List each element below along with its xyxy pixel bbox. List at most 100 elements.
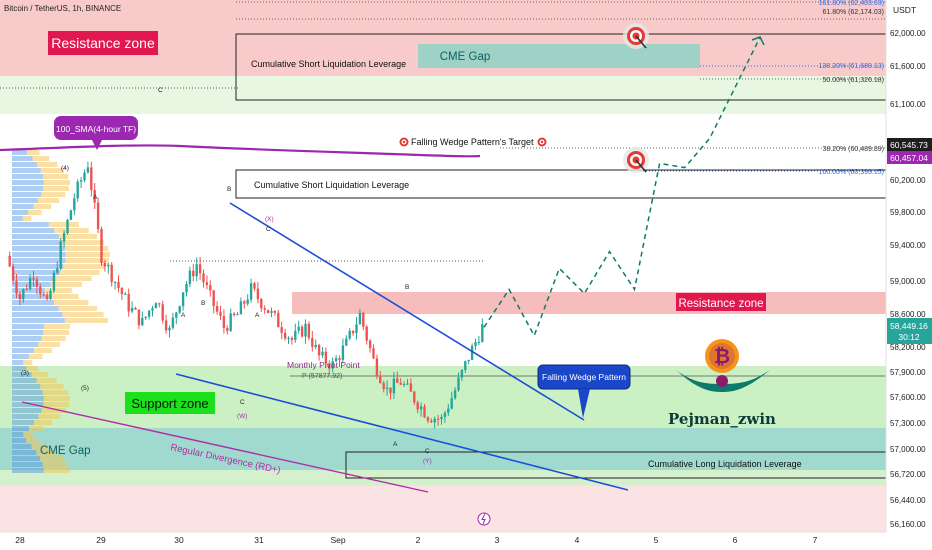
candle-body: [450, 398, 453, 409]
volume-bar-blue: [12, 444, 32, 449]
candle-body: [249, 283, 253, 300]
candle-body: [15, 280, 18, 294]
candle-body: [481, 324, 484, 342]
candle-body: [263, 308, 266, 310]
volume-bar-blue: [12, 240, 63, 245]
wedge-upper-line: [229, 202, 585, 421]
candle-body: [42, 294, 45, 296]
volume-bar-yellow: [55, 276, 92, 281]
candle-body: [90, 167, 93, 190]
volume-bar-yellow: [43, 324, 70, 329]
candle-body: [130, 307, 134, 312]
volume-bar-yellow: [32, 156, 50, 161]
candle-body: [11, 266, 15, 281]
volume-bar-blue: [12, 150, 28, 155]
time-tick-label: 5: [654, 535, 659, 545]
wave-w: (W): [237, 413, 247, 420]
volume-bar-yellow: [31, 444, 48, 449]
volume-bar-yellow: [40, 168, 65, 173]
volume-bar-yellow: [26, 438, 38, 443]
volume-bar-blue: [12, 300, 55, 305]
wave-c2: C: [266, 226, 271, 233]
pink-band-bottom: [0, 486, 886, 532]
candle-body: [372, 348, 375, 359]
volume-bar-blue: [12, 354, 29, 359]
volume-bar-blue: [12, 186, 44, 191]
candle-body: [229, 313, 232, 331]
fib-label-1382: 138.20% (61,689.13): [819, 63, 884, 70]
svg-text:₿: ₿: [714, 346, 730, 368]
volume-bar-yellow: [38, 342, 60, 347]
volume-bar-blue: [12, 270, 61, 275]
volume-bar-yellow: [65, 252, 110, 257]
candle-body: [402, 384, 406, 386]
price-tick-label: 59,400.00: [890, 241, 926, 250]
badge-high: 60,545.73: [887, 138, 932, 151]
volume-bar-yellow: [28, 354, 43, 359]
candle-body: [215, 306, 219, 312]
candle-body: [8, 255, 11, 267]
volume-bar-blue: [12, 324, 44, 329]
countdown-text: 30:12: [898, 332, 920, 342]
wave-labels: C (4) A (3) (5) B (X) C A B C (W) A B A …: [21, 87, 432, 465]
candle-body: [100, 228, 103, 263]
time-axis[interactable]: [0, 532, 886, 550]
candle-body: [341, 345, 345, 360]
author-label: Pejman_zwin: [668, 410, 776, 428]
time-tick-label: 7: [813, 535, 818, 545]
price-tick-label: 57,900.00: [890, 368, 926, 377]
volume-bar-yellow: [58, 306, 97, 311]
volume-bar-blue: [12, 264, 64, 269]
volume-bar-yellow: [48, 294, 79, 299]
volume-bar-blue: [12, 228, 55, 233]
event-flash-icon[interactable]: [477, 512, 491, 526]
volume-bar-blue: [12, 210, 29, 215]
time-tick-label: 30: [174, 535, 184, 545]
candle-body: [93, 189, 96, 203]
candle-body: [73, 198, 76, 211]
candle-body: [86, 167, 90, 173]
volume-bar-blue: [12, 156, 33, 161]
candle-body: [304, 323, 307, 337]
volume-bar-blue: [12, 414, 39, 419]
price-axis[interactable]: [886, 0, 932, 550]
volume-bar-yellow: [27, 150, 40, 155]
candle-body: [222, 316, 226, 329]
candle-body: [161, 304, 164, 321]
candle-body: [273, 310, 277, 313]
volume-bar-yellow: [40, 456, 64, 461]
candle-body: [25, 289, 28, 291]
candle-body: [413, 391, 416, 403]
wedge-target-label: Falling Wedge Pattern's Target: [411, 137, 534, 147]
candle-body: [144, 316, 147, 318]
candle-body: [137, 309, 141, 326]
volume-bar-blue: [12, 294, 49, 299]
wave-3: (3): [21, 370, 29, 377]
candle-body: [365, 326, 368, 341]
candle-body: [253, 283, 256, 289]
candle-body: [440, 416, 443, 420]
candle-body: [181, 292, 185, 307]
candle-body: [62, 233, 66, 242]
divergence-line: [21, 401, 429, 493]
candle-body: [120, 287, 124, 295]
candle-body: [375, 358, 379, 376]
candle-body: [32, 277, 35, 280]
volume-bar-blue: [12, 342, 39, 347]
volume-bar-blue: [12, 426, 29, 431]
candle-body: [283, 332, 287, 339]
candle-body: [39, 286, 42, 295]
volume-bar-blue: [12, 180, 44, 185]
candle-body: [453, 390, 457, 399]
candle-body: [314, 344, 317, 348]
price-tick-labels: 62,000.0061,600.0061,100.0060,600.0060,2…: [890, 29, 926, 529]
candle-body: [389, 387, 392, 394]
volume-bar-blue: [12, 378, 37, 383]
volume-bar-yellow: [31, 372, 48, 377]
time-tick-label: Sep: [330, 535, 345, 545]
candle-body: [436, 418, 440, 420]
resistance-mid-label: Resistance zone: [678, 298, 763, 310]
candle-body: [379, 375, 382, 384]
